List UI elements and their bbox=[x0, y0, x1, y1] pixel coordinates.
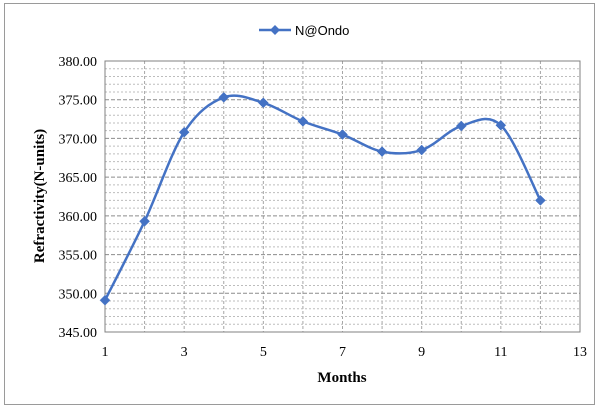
y-tick-label: 380.00 bbox=[59, 55, 98, 70]
grid bbox=[105, 61, 580, 332]
y-tick-label: 355.00 bbox=[59, 249, 98, 264]
legend-label: N@Ondo bbox=[295, 23, 349, 38]
data-point-marker bbox=[535, 195, 546, 206]
x-tick-label: 3 bbox=[181, 345, 188, 360]
legend-diamond-marker bbox=[270, 25, 280, 35]
x-tick-label: 1 bbox=[102, 345, 109, 360]
y-axis-title: Refractivity(N-units) bbox=[32, 129, 48, 263]
x-tick-label: 9 bbox=[418, 345, 425, 360]
data-point-marker bbox=[376, 146, 388, 157]
x-axis-ticks: 1 3 5 7 9 11 13 bbox=[102, 345, 588, 360]
y-tick-label: 365.00 bbox=[59, 171, 98, 186]
y-tick-label: 360.00 bbox=[59, 210, 98, 225]
y-tick-label: 350.00 bbox=[59, 287, 98, 302]
x-tick-label: 7 bbox=[339, 345, 346, 360]
data-point-marker bbox=[139, 215, 150, 227]
data-point-marker bbox=[455, 120, 467, 132]
series-layer bbox=[99, 92, 546, 306]
data-point-marker bbox=[178, 126, 190, 138]
y-tick-label: 345.00 bbox=[59, 326, 98, 341]
series-line bbox=[103, 94, 542, 301]
x-tick-label: 11 bbox=[494, 345, 507, 360]
data-point-marker bbox=[99, 294, 111, 306]
y-tick-label: 375.00 bbox=[59, 94, 98, 109]
chart-area bbox=[4, 3, 595, 405]
data-point-marker bbox=[416, 144, 428, 156]
x-axis-title: Months bbox=[317, 370, 366, 386]
y-axis-ticks: 345.00 350.00 355.00 360.00 365.00 370.00 375.… bbox=[59, 55, 98, 341]
y-tick-label: 370.00 bbox=[59, 132, 98, 147]
x-tick-label: 13 bbox=[573, 345, 587, 360]
data-point-marker bbox=[297, 116, 309, 127]
x-tick-label: 5 bbox=[260, 345, 267, 360]
data-point-marker bbox=[337, 129, 348, 140]
data-point-marker bbox=[218, 92, 230, 103]
data-point-marker bbox=[257, 97, 269, 109]
data-point-marker bbox=[495, 119, 507, 131]
legend: N@Ondo bbox=[259, 23, 349, 38]
plot-area-border bbox=[104, 60, 581, 333]
